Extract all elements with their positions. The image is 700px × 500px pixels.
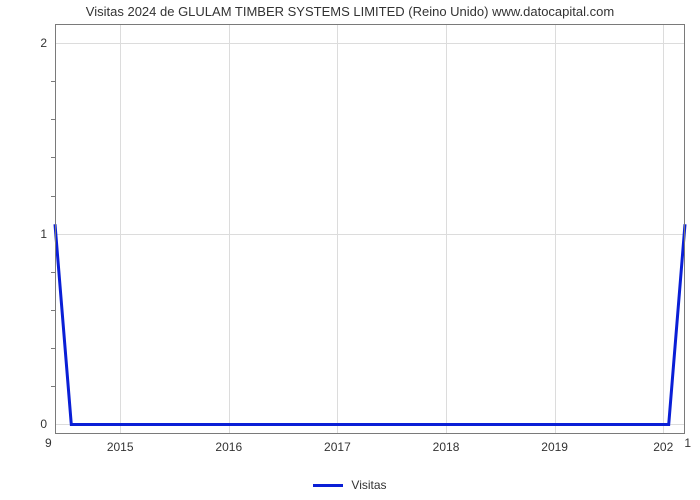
legend: Visitas [0, 478, 700, 492]
bottom-right-number: 1 [684, 434, 691, 450]
x-tick-label: 2018 [433, 434, 460, 454]
y-tick-label: 1 [40, 227, 55, 241]
plot-border [55, 24, 685, 434]
x-tick-label: 202 [653, 434, 673, 454]
x-tick-label: 2017 [324, 434, 351, 454]
x-tick-label: 2015 [107, 434, 134, 454]
legend-swatch [313, 484, 343, 487]
x-tick-label: 2016 [215, 434, 242, 454]
bottom-left-number: 9 [45, 434, 52, 450]
y-tick-label: 2 [40, 36, 55, 50]
legend-label: Visitas [351, 478, 386, 492]
y-tick-label: 0 [40, 417, 55, 431]
x-tick-label: 2019 [541, 434, 568, 454]
chart-title: Visitas 2024 de GLULAM TIMBER SYSTEMS LI… [0, 4, 700, 19]
plot-area: 20152016201720182019202012 9 1 [55, 24, 685, 434]
